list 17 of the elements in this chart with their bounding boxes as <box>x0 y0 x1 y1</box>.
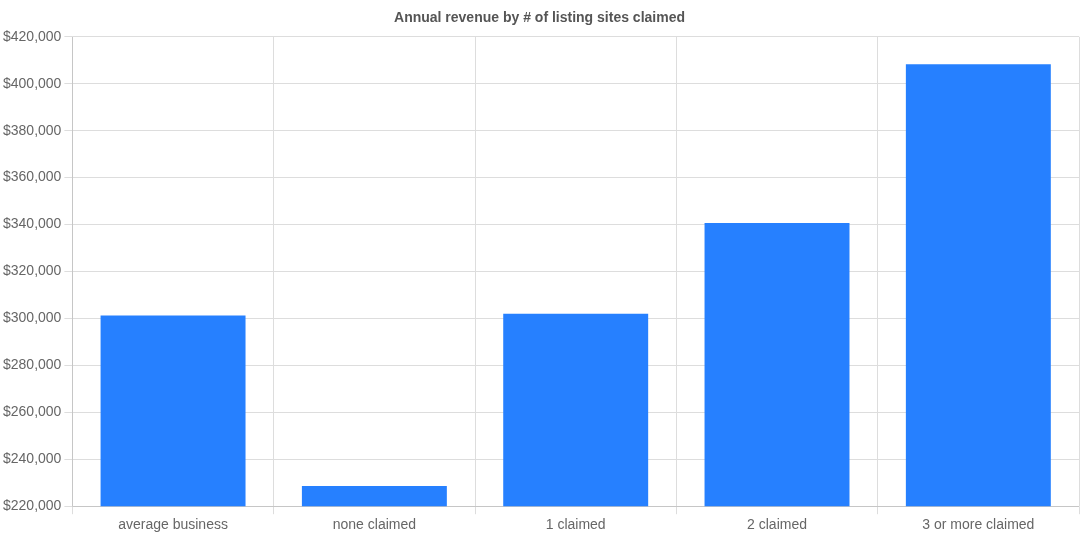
x-tick-label: average business <box>118 516 228 533</box>
y-tick-label: $380,000 <box>2 121 62 138</box>
x-tick-label: none claimed <box>332 516 417 533</box>
x-tick-label: 2 claimed <box>747 516 807 533</box>
y-tick-label: $360,000 <box>2 168 62 185</box>
y-tick-label: $300,000 <box>2 309 62 326</box>
chart-title: Annual revenue by # of listing sites claimed <box>394 9 685 26</box>
x-tick-label: 3 or more claimed <box>922 516 1035 533</box>
y-tick-label: $400,000 <box>2 74 62 91</box>
y-tick-label: $220,000 <box>2 497 62 514</box>
y-tick-label: $420,000 <box>2 27 62 44</box>
y-tick-label: $280,000 <box>2 356 62 373</box>
y-tick-label: $240,000 <box>2 450 62 467</box>
x-tick-label: 1 claimed <box>545 516 606 533</box>
y-tick-label: $320,000 <box>2 262 62 279</box>
y-tick-label: $260,000 <box>2 403 62 420</box>
y-tick-label: $340,000 <box>2 215 62 232</box>
